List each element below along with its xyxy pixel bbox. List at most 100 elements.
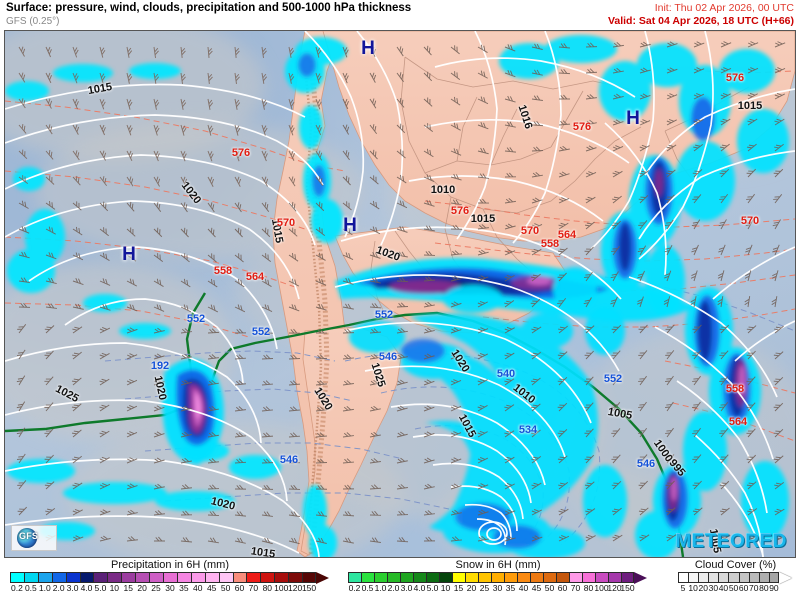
legend-tick: 40 — [718, 583, 729, 593]
legend-swatch — [149, 572, 163, 583]
legend-tick: 5.0 — [426, 583, 439, 593]
legend-tick: 20 — [698, 583, 708, 593]
gfs-badge: GFS — [11, 525, 57, 551]
isobar-label: 1020 — [151, 374, 169, 402]
legend-swatch — [302, 572, 316, 583]
legend-tick: 4.0 — [80, 583, 93, 593]
legend-swatch — [530, 572, 543, 583]
thickness-label-red: 564 — [728, 416, 748, 428]
thickness-label-red: 576 — [572, 121, 592, 133]
legend-tick: 70 — [248, 583, 259, 593]
isobar-label: 1015 — [268, 217, 286, 245]
legend-tick: 60 — [234, 583, 245, 593]
legend-snow: Snow in 6H (mm) 0.2 0.5 1.0 2.0 3.0 4.0 5.0 10 1… — [348, 559, 648, 595]
legend-colorbar — [348, 571, 648, 584]
legend-tick: 80 — [262, 583, 273, 593]
legend-swatch — [387, 572, 400, 583]
thickness-label-red: 570 — [276, 217, 296, 229]
pressure-centre-high: H — [626, 108, 640, 129]
legend-swatch — [678, 572, 689, 583]
legend-cloud-cover: Cloud Cover (%) 5 10 20 30 40 50 60 70 80 90 — [678, 559, 793, 595]
isobar-label: 1015 — [455, 412, 479, 440]
legend-tick: 150 — [301, 583, 317, 593]
isobar-label: 1020 — [448, 347, 472, 375]
legend-tick: 0.5 — [24, 583, 37, 593]
legend-tick: 45 — [206, 583, 217, 593]
legend-colorbar — [10, 571, 330, 584]
pressure-centre-high: H — [122, 244, 136, 265]
legend-tick: 45 — [531, 583, 542, 593]
legend-tick: 15 — [123, 583, 133, 593]
header-bar: Surface: pressure, wind, clouds, precipi… — [0, 0, 800, 30]
legend-swatch — [768, 572, 779, 583]
wind-barbs-layer — [16, 41, 786, 545]
isobar-label: 1015 — [737, 100, 763, 112]
pressure-centre-high: H — [361, 38, 375, 59]
legend-swatch — [176, 572, 191, 583]
isobar-contours — [5, 31, 795, 557]
isobar-label: 1016 — [515, 103, 535, 131]
legend-swatch — [426, 572, 439, 583]
legend-swatch — [728, 572, 739, 583]
legend-title: Precipitation in 6H (mm) — [111, 559, 229, 571]
legend-tick: 4.0 — [413, 583, 426, 593]
precipitation-layer — [5, 35, 789, 557]
isobar-label: 1025 — [53, 382, 81, 406]
legend-tick: 0.5 — [361, 583, 374, 593]
legend-tick: 1.0 — [374, 583, 387, 593]
legend-swatch — [452, 572, 465, 583]
weather-map[interactable]: 1015 1020 1015 1016 1010 1015 1020 1015 1025 1020… — [4, 30, 796, 558]
legend-swatch — [135, 572, 150, 583]
legend-swatch — [708, 572, 719, 583]
legend-tick: 5.0 — [94, 583, 107, 593]
legend-swatch — [162, 572, 177, 583]
thickness-label-red: 570 — [740, 215, 760, 227]
header-left: Surface: pressure, wind, clouds, precipi… — [6, 1, 411, 28]
isobar-label: 1015 — [86, 80, 114, 98]
legend-tick: 70 — [570, 583, 581, 593]
pressure-centre-high: H — [343, 215, 357, 236]
legend-tick: 0.2 — [348, 583, 361, 593]
legend-tick: 15 — [453, 583, 464, 593]
legend-tick: 120 — [288, 583, 303, 593]
thickness-label-blue: 552 — [603, 373, 623, 385]
legend-tick: 2.0 — [52, 583, 65, 593]
legend-swatch — [413, 572, 426, 583]
legend-tick: 3.0 — [66, 583, 79, 593]
legend-tick: 30 — [165, 583, 175, 593]
thickness-label-blue: 540 — [496, 368, 516, 380]
thickness-label-red: 558 — [540, 238, 560, 250]
isobar-label: 1020 — [209, 495, 237, 513]
legend-swatch — [361, 572, 374, 583]
legend-arrow-cap — [778, 571, 792, 584]
legend-swatch — [190, 572, 205, 583]
isobar-label: 1025 — [368, 361, 388, 389]
legend-swatch — [504, 572, 517, 583]
header-right: Init: Thu 02 Apr 2026, 00 UTC Valid: Sat… — [608, 1, 794, 28]
legend-swatch — [246, 572, 261, 583]
legend-swatch — [232, 572, 247, 583]
legend-swatch — [274, 572, 289, 583]
legend-swatch — [608, 572, 621, 583]
legend-swatch — [621, 572, 634, 583]
isobar-label: 1020 — [374, 244, 402, 264]
legend-swatch — [688, 572, 699, 583]
legend-swatch — [288, 572, 303, 583]
gfs-badge-label: GFS — [19, 531, 39, 541]
page-title: Surface: pressure, wind, clouds, precipi… — [6, 2, 412, 14]
legend-tick: 35 — [179, 583, 189, 593]
legend-tick-labels: 5 10 20 30 40 50 60 70 80 90 — [678, 583, 793, 595]
isobar-label: 1000 — [651, 437, 675, 465]
legend-tick: 35 — [505, 583, 516, 593]
thickness-label-blue: 552 — [374, 309, 394, 321]
legend-tick: 120 — [607, 583, 622, 593]
legend-tick: 80 — [759, 583, 769, 593]
legend-swatch — [698, 572, 709, 583]
legend-swatch — [491, 572, 504, 583]
legend-tick: 5 — [680, 583, 686, 593]
legend-swatch — [51, 572, 66, 583]
legend-tick: 40 — [193, 583, 203, 593]
globe-icon — [17, 528, 37, 548]
thickness-label-blue: 534 — [518, 424, 538, 436]
isobar-label: 1015 — [250, 545, 276, 558]
